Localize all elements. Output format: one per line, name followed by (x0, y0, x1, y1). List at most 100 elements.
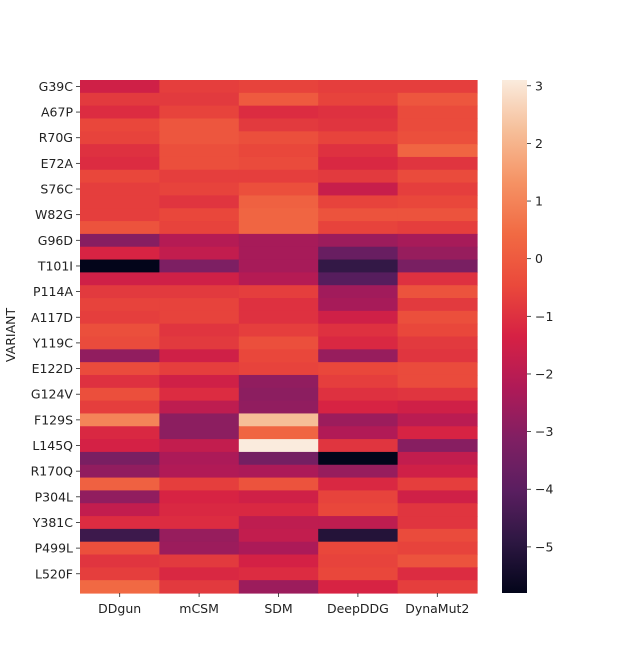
heatmap-cell (318, 374, 399, 389)
heatmap-cell (80, 528, 160, 543)
heatmap-cell (80, 310, 160, 325)
heatmap-cell (159, 246, 240, 261)
heatmap-cell (238, 541, 319, 556)
heatmap-cell (318, 362, 399, 376)
x-tick-label: DDgun (98, 601, 141, 616)
heatmap-cell (159, 259, 240, 273)
heatmap-cell (159, 349, 240, 363)
heatmap-cell (397, 131, 478, 145)
heatmap-cell (80, 567, 160, 581)
heatmap-cell (80, 490, 160, 504)
heatmap-cell (238, 92, 319, 107)
heatmap-cell (159, 195, 240, 209)
heatmap-cell (318, 516, 399, 530)
heatmap-cell (238, 118, 319, 132)
heatmap-cell (318, 195, 399, 209)
heatmap-cell (397, 298, 478, 312)
heatmap-cell (80, 516, 160, 530)
heatmap-cell (397, 92, 478, 107)
heatmap-cell (318, 464, 399, 479)
heatmap-cell (397, 439, 478, 453)
heatmap-cell (397, 233, 478, 248)
heatmap-cell (238, 374, 319, 389)
heatmap-cell (397, 503, 478, 517)
heatmap-cell (159, 580, 240, 594)
heatmap-cell (397, 221, 478, 235)
heatmap-cell (238, 195, 319, 209)
heatmap-cell (318, 156, 399, 171)
colorbar-tick-label: −1 (535, 309, 553, 324)
heatmap-cell (238, 182, 319, 197)
y-tick-label: A67P (41, 105, 73, 120)
heatmap-cell (397, 144, 478, 158)
heatmap-cell (397, 374, 478, 389)
y-axis-label: VARIANT (3, 308, 18, 363)
heatmap-cell (159, 144, 240, 158)
heatmap-cell (397, 554, 478, 568)
heatmap-cell (318, 208, 399, 222)
heatmap-cell (318, 413, 399, 427)
heatmap-cell (318, 144, 399, 158)
heatmap-cell (238, 349, 319, 363)
heatmap-cell (238, 362, 319, 376)
heatmap-cell (80, 285, 160, 299)
heatmap-cell (159, 451, 240, 466)
heatmap-cell (80, 208, 160, 222)
colorbar-tick-label: 0 (535, 251, 543, 266)
y-tick-label: S76C (40, 182, 73, 197)
heatmap-cell (238, 144, 319, 158)
heatmap-cell (238, 490, 319, 504)
heatmap-cell (238, 336, 319, 350)
heatmap-cell (238, 580, 319, 594)
y-tick-label: R170Q (31, 464, 74, 479)
heatmap-cell (80, 374, 160, 389)
heatmap-cell (159, 92, 240, 107)
heatmap-cell (397, 580, 478, 594)
heatmap-cell (159, 105, 240, 120)
y-tick-label: Y119C (32, 335, 73, 350)
heatmap-cell (159, 208, 240, 222)
y-tick-label: A117D (31, 310, 73, 325)
y-tick-label: T101I (37, 258, 73, 273)
heatmap-cell (238, 105, 319, 120)
colorbar-tick-label: 2 (535, 136, 543, 151)
heatmap-cell (397, 182, 478, 197)
heatmap-cell (238, 426, 319, 440)
heatmap-cell (80, 464, 160, 479)
heatmap-cell (238, 464, 319, 479)
heatmap-cell (80, 413, 160, 427)
heatmap-cell (318, 554, 399, 568)
heatmap-cell (238, 285, 319, 299)
heatmap-cell (318, 490, 399, 504)
heatmap-cell (159, 528, 240, 543)
heatmap-cell (159, 156, 240, 171)
heatmap-cell (159, 285, 240, 299)
heatmap-cell (397, 310, 478, 325)
heatmap-cell (397, 285, 478, 299)
heatmap-cell (159, 477, 240, 491)
heatmap-cell (80, 233, 160, 248)
y-tick-label: E72A (41, 156, 74, 171)
heatmap-cell (397, 118, 478, 132)
heatmap-cell (159, 400, 240, 415)
heatmap-cell (80, 400, 160, 415)
heatmap-cell (397, 362, 478, 376)
heatmap-cell (80, 131, 160, 145)
heatmap-cell (80, 336, 160, 350)
heatmap-cell (318, 439, 399, 453)
x-tick-labels: DDgun mCSM SDM DeepDDG DynaMut2 (98, 593, 469, 616)
heatmap-cell (397, 336, 478, 350)
heatmap-cell (238, 156, 319, 171)
y-tick-label: R70G (39, 130, 73, 145)
heatmap-cell (80, 156, 160, 171)
heatmap-cell (397, 208, 478, 222)
heatmap-cell (318, 387, 399, 402)
heatmap-cell (318, 285, 399, 299)
heatmap-cell (238, 246, 319, 261)
y-tick-label: G39C (39, 79, 74, 94)
heatmap-cell (80, 362, 160, 376)
heatmap-cell (318, 105, 399, 120)
heatmap-cell (318, 349, 399, 363)
heatmap-cell (238, 516, 319, 530)
y-tick-label: Y381C (32, 515, 73, 530)
